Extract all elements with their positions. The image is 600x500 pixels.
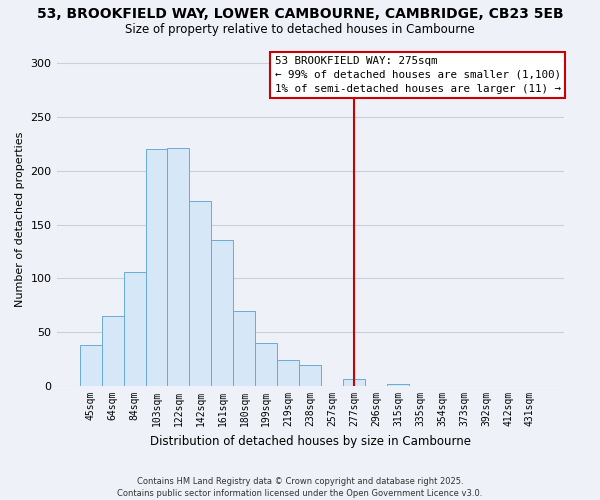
Bar — [124, 272, 146, 386]
Bar — [146, 150, 167, 386]
Bar — [343, 378, 365, 386]
Text: 53, BROOKFIELD WAY, LOWER CAMBOURNE, CAMBRIDGE, CB23 5EB: 53, BROOKFIELD WAY, LOWER CAMBOURNE, CAM… — [37, 8, 563, 22]
Bar — [233, 310, 256, 386]
Text: 53 BROOKFIELD WAY: 275sqm
← 99% of detached houses are smaller (1,100)
1% of sem: 53 BROOKFIELD WAY: 275sqm ← 99% of detac… — [275, 56, 561, 94]
Bar — [80, 345, 101, 386]
X-axis label: Distribution of detached houses by size in Cambourne: Distribution of detached houses by size … — [150, 434, 471, 448]
Bar — [299, 364, 321, 386]
Text: Size of property relative to detached houses in Cambourne: Size of property relative to detached ho… — [125, 22, 475, 36]
Bar — [101, 316, 124, 386]
Text: Contains HM Land Registry data © Crown copyright and database right 2025.
Contai: Contains HM Land Registry data © Crown c… — [118, 476, 482, 498]
Bar — [256, 343, 277, 386]
Bar — [211, 240, 233, 386]
Bar — [277, 360, 299, 386]
Bar — [167, 148, 190, 386]
Y-axis label: Number of detached properties: Number of detached properties — [15, 132, 25, 307]
Bar — [190, 201, 211, 386]
Bar — [387, 384, 409, 386]
